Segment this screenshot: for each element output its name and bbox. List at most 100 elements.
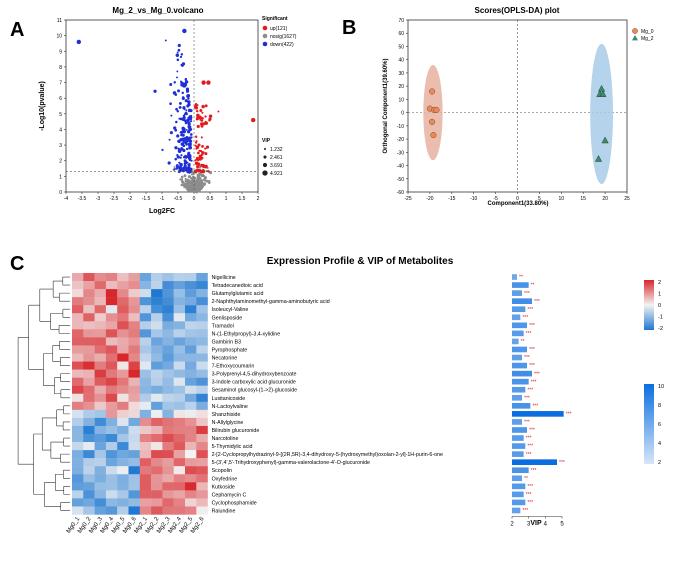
row-dendrogram xyxy=(17,276,70,511)
heatmap-cell xyxy=(196,297,208,306)
heatmap-cell xyxy=(83,393,95,402)
volcano-y-tick-label: 0 xyxy=(59,190,62,196)
vip-bar xyxy=(512,499,526,506)
heatmap-cell xyxy=(117,353,129,362)
colorbar-expression-tick: 1 xyxy=(658,292,661,298)
heatmap-cell xyxy=(196,434,208,443)
heatmap-cell xyxy=(139,385,152,394)
down-point xyxy=(182,144,186,148)
down-point xyxy=(185,112,188,116)
colorbar-expression-tick: -1 xyxy=(658,315,663,321)
heatmap-cell xyxy=(196,466,208,475)
heatmap-cell xyxy=(162,466,174,475)
heatmap-cell xyxy=(83,289,95,298)
mg2-score-point xyxy=(594,154,603,162)
down-point xyxy=(181,117,186,122)
up-point xyxy=(208,114,213,118)
up-point xyxy=(202,165,206,169)
heatmap-cell xyxy=(151,409,163,419)
heatmap-cell xyxy=(83,474,95,483)
vip-bar xyxy=(512,394,522,401)
down-point xyxy=(174,128,178,132)
down-point xyxy=(183,108,186,111)
heatmap-cell xyxy=(94,361,107,370)
vip-size-swatch xyxy=(263,155,267,159)
colorbar-vip-tick: 2 xyxy=(658,460,661,466)
heatmap-cell xyxy=(72,385,84,394)
heatmap-cell xyxy=(162,417,174,427)
heatmap-cell xyxy=(105,506,118,515)
oplsda-y-tick-label: -30 xyxy=(397,150,404,156)
heatmap-cell xyxy=(162,393,174,402)
vip-axis-tick-label: 2 xyxy=(510,522,514,528)
heatmap-cell xyxy=(105,425,118,435)
metabolite-name: Bilirubin glucuronide xyxy=(212,428,260,434)
heatmap-cell xyxy=(105,353,118,362)
heatmap-cell xyxy=(151,361,163,370)
mg0-score-point xyxy=(433,106,440,114)
heatmap-cell xyxy=(151,329,163,338)
down-point xyxy=(168,161,171,165)
heatmap-cell xyxy=(151,377,163,386)
down-point xyxy=(180,133,184,137)
nosig-point xyxy=(196,179,200,182)
heatmap-cell xyxy=(72,361,84,370)
heatmap-cell xyxy=(162,273,174,282)
oplsda-x-tick-label: -20 xyxy=(426,196,433,202)
up-highlight-point xyxy=(206,80,211,85)
down-point xyxy=(169,83,173,86)
heatmap-cell xyxy=(151,385,163,394)
nosig-point xyxy=(196,185,200,189)
nosig-point xyxy=(187,178,190,182)
heatmap-cell xyxy=(139,297,152,306)
heatmap-cell xyxy=(162,442,174,451)
vip-bar xyxy=(512,314,521,321)
nosig-point xyxy=(184,177,187,180)
oplsda-points xyxy=(426,84,609,162)
up-point xyxy=(198,149,201,152)
volcano-legend-title: Significant xyxy=(262,16,288,22)
down-point xyxy=(176,70,179,73)
vip-bar xyxy=(512,427,527,433)
mg2-score-point xyxy=(599,90,607,97)
vip-bar xyxy=(512,298,532,304)
heatmap-cell xyxy=(117,273,129,282)
nosig-point xyxy=(196,176,200,180)
heatmap-cell xyxy=(162,401,174,411)
up-point xyxy=(197,159,200,162)
oplsda-y-tick-label: -10 xyxy=(397,124,404,130)
heatmap-cell xyxy=(162,425,174,435)
up-point xyxy=(204,152,208,156)
heatmap-cell xyxy=(83,281,95,290)
up-point xyxy=(201,117,204,120)
heatmap-cell xyxy=(83,482,95,491)
panel-letter-c: C xyxy=(10,253,24,275)
heatmap-cell xyxy=(196,321,208,330)
metabolite-name: Tramadol xyxy=(212,323,234,329)
nosig-point xyxy=(206,179,209,183)
nosig-point xyxy=(202,183,206,187)
colorbar-expression-tick: 2 xyxy=(658,280,661,286)
heatmap-cell xyxy=(94,490,107,499)
heatmap-panel: Expression Profile & VIP of Metabolites … xyxy=(17,256,664,535)
heatmap-cell xyxy=(185,273,197,282)
down-point xyxy=(178,165,183,170)
heatmap-cell xyxy=(173,369,186,378)
heatmap-cell xyxy=(105,297,118,306)
heatmap-cell xyxy=(173,506,186,515)
up-point xyxy=(205,145,210,149)
heatmap-cell xyxy=(139,401,152,411)
heatmap-cell xyxy=(128,321,140,330)
heatmap-cell xyxy=(72,498,84,507)
up-point xyxy=(196,165,200,169)
heatmap-cell xyxy=(196,393,208,402)
heatmap-cell xyxy=(72,321,84,330)
heatmap-cell xyxy=(128,490,140,499)
heatmap-cell xyxy=(105,377,118,386)
heatmap-cell xyxy=(185,498,197,507)
heatmap-cell xyxy=(128,498,140,507)
heatmap-cell xyxy=(162,506,174,515)
up-point xyxy=(199,116,202,120)
nosig-point xyxy=(195,190,199,194)
heatmap-cell xyxy=(185,377,197,386)
